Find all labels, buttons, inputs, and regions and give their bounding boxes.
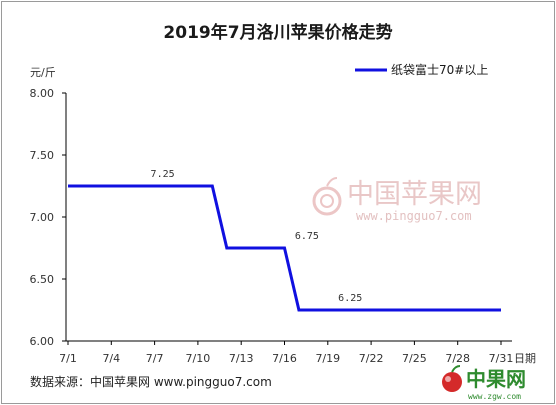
x-tick-label: 7/31 — [489, 352, 514, 365]
x-tick-label: 7/22 — [359, 352, 384, 365]
x-tick-label: 7/1 — [59, 352, 77, 365]
data-label: 6.25 — [338, 293, 362, 304]
x-tick-label: 7/4 — [102, 352, 120, 365]
x-tick-label: 7/25 — [402, 352, 427, 365]
watermark-url: www.pingguo7.com — [356, 209, 472, 223]
x-ticks: 7/1 7/4 7/7 7/10 7/13 7/16 7/19 7/22 7/25 7/28 7/3… — [59, 341, 513, 365]
data-labels: 7.25 6.75 6.25 — [151, 169, 363, 304]
data-label: 7.25 — [151, 169, 175, 180]
y-ticks: 8.00 7.50 7.00 6.50 6.00 — [30, 87, 66, 348]
legend-label: 纸袋富士70#以上 — [391, 62, 488, 77]
x-tick-label: 7/13 — [229, 352, 254, 365]
x-tick-label: 7/10 — [186, 352, 211, 365]
chart-title: 2019年7月洛川苹果价格走势 — [163, 22, 392, 43]
y-tick-label: 6.50 — [30, 273, 55, 286]
y-axis-unit: 元/斤 — [30, 66, 56, 79]
x-axis-label: 日期 — [514, 352, 536, 365]
apple-logo-icon — [442, 365, 462, 392]
watermark: 中国苹果网 www.pingguo7.com — [312, 177, 482, 223]
logo-url: www.zgw.com — [468, 392, 521, 401]
x-tick-label: 7/19 — [315, 352, 340, 365]
legend: 纸袋富士70#以上 — [355, 62, 488, 77]
x-tick-label: 7/7 — [146, 352, 164, 365]
y-tick-label: 6.00 — [30, 335, 55, 348]
x-tick-label: 7/16 — [272, 352, 297, 365]
logo-text: 中果网 — [466, 367, 526, 391]
series-layer — [68, 184, 501, 312]
y-tick-label: 7.50 — [30, 149, 55, 162]
watermark-text: 中国苹果网 — [347, 179, 482, 210]
y-tick-label: 7.00 — [30, 211, 55, 224]
y-tick-label: 8.00 — [30, 87, 55, 100]
x-tick-label: 7/28 — [445, 352, 470, 365]
data-label: 6.75 — [295, 231, 319, 242]
series-line — [68, 184, 501, 312]
logo: 中果网 www.zgw.com — [442, 365, 526, 401]
data-source: 数据来源：中国苹果网 www.pingguo7.com — [30, 374, 272, 389]
apple-watermark-icon — [312, 177, 342, 216]
